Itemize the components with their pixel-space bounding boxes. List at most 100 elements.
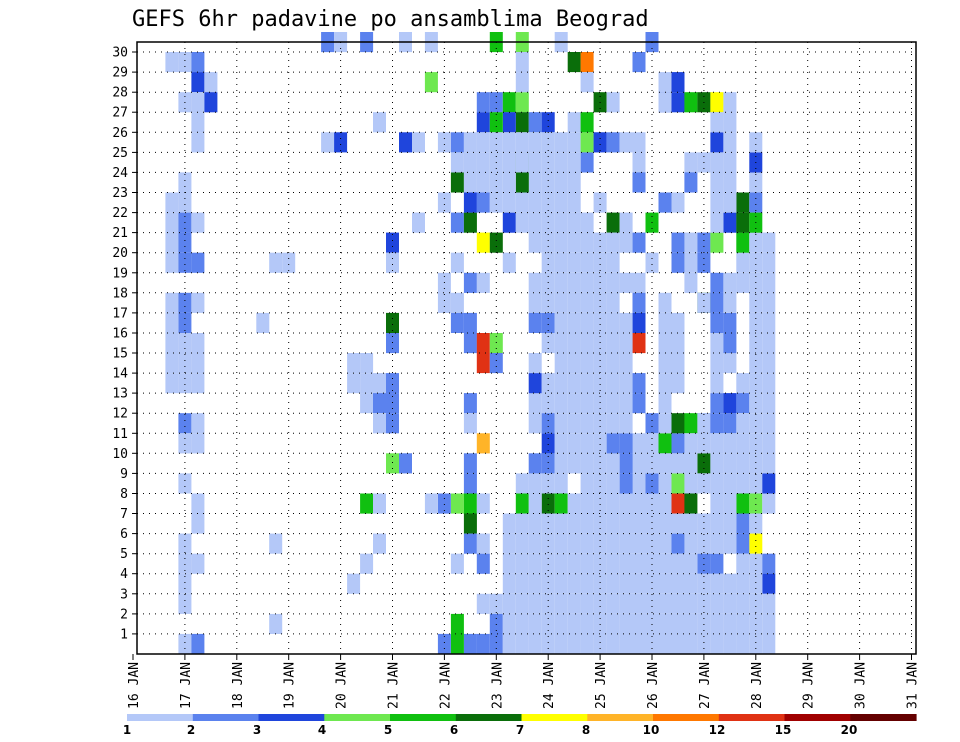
precip-cell [567, 453, 581, 474]
precip-cell [502, 132, 516, 153]
precip-cell [593, 593, 607, 614]
precip-cell [593, 613, 607, 634]
precip-cell [671, 72, 685, 93]
precip-cell [204, 92, 218, 113]
precip-cell [736, 493, 750, 514]
precip-cell [606, 573, 620, 594]
precip-cell [671, 473, 685, 494]
y-tick-label: 9 [120, 467, 128, 482]
precip-cell [645, 593, 659, 614]
precip-cell [749, 633, 763, 654]
precip-cell [723, 333, 737, 354]
precip-cell [360, 393, 374, 414]
precip-cell [762, 252, 776, 273]
precip-cell [762, 333, 776, 354]
precip-cell [580, 413, 594, 434]
precip-cell [515, 513, 529, 534]
x-tick-label: 28 JAN [750, 662, 765, 709]
precip-cell [541, 453, 555, 474]
precip-cell [554, 192, 568, 213]
precip-cell [399, 453, 412, 474]
precip-cell [697, 433, 711, 454]
precip-cell [710, 513, 724, 534]
precip-cell [632, 172, 646, 193]
precip-cell [606, 232, 620, 253]
precip-cell [723, 132, 737, 153]
precip-cell [645, 453, 659, 474]
precip-cell [554, 292, 568, 313]
precip-cell [191, 353, 205, 374]
precip-cell [204, 72, 218, 93]
precip-cell [580, 252, 594, 273]
precip-cell [165, 52, 179, 73]
precip-cell [541, 433, 555, 454]
precip-cell [632, 453, 646, 474]
precip-cell [606, 252, 620, 273]
precip-cell [632, 433, 646, 454]
precip-cell [684, 553, 698, 574]
precip-cell [347, 573, 361, 594]
precip-cell [360, 373, 374, 394]
precip-cell [476, 272, 490, 293]
precip-cell [606, 132, 620, 153]
precip-cell [710, 493, 724, 514]
precip-cell [710, 373, 724, 394]
precip-cell [684, 413, 698, 434]
precip-cell [671, 433, 685, 454]
precip-cell [463, 132, 477, 153]
precip-cell [749, 553, 763, 574]
precip-cell [476, 333, 490, 354]
precip-cell [528, 573, 542, 594]
precip-cell [749, 393, 763, 414]
precip-cell [515, 152, 529, 173]
y-tick-label: 30 [112, 46, 128, 61]
precip-cell [593, 633, 607, 654]
y-tick-label: 8 [120, 487, 128, 502]
precip-cell [476, 172, 490, 193]
precip-cell [697, 513, 711, 534]
precip-cell [736, 553, 750, 574]
precip-cell [684, 613, 698, 634]
precip-cell [671, 453, 685, 474]
precip-cell [632, 232, 646, 253]
legend-label: 3 [253, 723, 261, 737]
precip-cell [567, 172, 581, 193]
precip-cell [736, 473, 750, 494]
y-tick-label: 17 [112, 306, 128, 321]
precip-cell [476, 192, 490, 213]
precip-cell [606, 212, 620, 233]
precip-cell [178, 52, 192, 73]
precip-cell [749, 353, 763, 374]
precip-cell [723, 272, 737, 293]
precip-cell [619, 613, 633, 634]
precip-cell [502, 112, 516, 133]
precip-cell [269, 252, 283, 273]
precip-cell [697, 613, 711, 634]
x-tick-label: 18 JAN [231, 662, 246, 709]
precip-cell [541, 333, 555, 354]
precip-cell [580, 373, 594, 394]
precip-cell [684, 633, 698, 654]
precip-cell [723, 212, 737, 233]
cells-layer [165, 32, 776, 654]
precip-cell [658, 593, 672, 614]
legend-label: 10 [643, 723, 660, 737]
precip-cell [736, 413, 750, 434]
precip-cell [515, 593, 529, 614]
precip-cell [554, 132, 568, 153]
precip-cell [515, 172, 529, 193]
precip-cell [489, 333, 503, 354]
precip-cell [554, 312, 568, 333]
legend-label: 1 [123, 723, 131, 737]
precip-cell [593, 373, 607, 394]
precip-cell [567, 553, 581, 574]
precip-cell [528, 272, 542, 293]
precip-cell [762, 593, 776, 614]
precip-cell [165, 232, 179, 253]
precip-cell [528, 473, 542, 494]
y-tick-label: 10 [112, 447, 128, 462]
precip-cell [541, 613, 555, 634]
precip-cell [541, 533, 555, 554]
precip-cell [541, 252, 555, 273]
precip-cell [567, 292, 581, 313]
